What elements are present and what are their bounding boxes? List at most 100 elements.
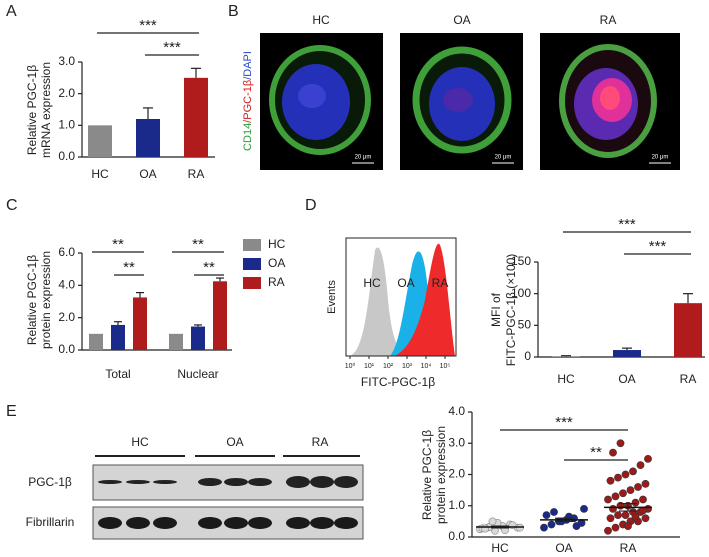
data-point — [631, 512, 640, 521]
data-point — [636, 461, 645, 470]
significance-label: ** — [112, 236, 124, 253]
band — [153, 517, 177, 529]
data-point — [611, 523, 620, 532]
significance-label: ** — [192, 236, 204, 253]
data-point — [611, 492, 620, 501]
x-tick-label: Total — [105, 367, 130, 381]
group-label: RA — [432, 276, 449, 290]
scale-bar-label: 20 μm — [495, 155, 512, 161]
bar — [184, 77, 208, 157]
significance-label: ** — [590, 444, 602, 461]
panel-label: C — [6, 197, 18, 214]
legend-swatch — [243, 277, 261, 289]
panel-label: E — [6, 403, 17, 420]
bar — [169, 333, 183, 350]
data-point — [488, 517, 497, 526]
legend-swatch — [243, 258, 261, 270]
significance-label: *** — [139, 17, 157, 34]
x-tick-label: 10³ — [402, 363, 413, 370]
legend-swatch — [243, 239, 261, 251]
band — [334, 476, 358, 488]
blot-row: Fibrillarin — [26, 515, 75, 529]
y-tick-label: 6.0 — [58, 245, 75, 259]
data-point — [624, 522, 632, 530]
x-tick-label: 10⁰ — [345, 362, 356, 370]
y-tick-label: 1.0 — [58, 118, 75, 132]
x-tick-label: 10⁴ — [421, 363, 432, 370]
x-tick-label: OA — [139, 167, 156, 181]
blot-row: PGC-1β — [28, 475, 72, 489]
x-tick-label: HC — [491, 541, 509, 555]
band — [198, 478, 222, 486]
panel-label: B — [228, 3, 239, 20]
y-tick-label: 1.0 — [448, 498, 465, 512]
y-tick-label: 2.0 — [448, 467, 465, 481]
x-tick-label: 10¹ — [364, 363, 375, 370]
band — [224, 517, 248, 529]
condition-title: RA — [600, 13, 617, 27]
data-point — [481, 524, 489, 533]
y-tick-label: 2.0 — [58, 86, 75, 100]
axis-label: FITC-PGC-1β — [361, 375, 435, 389]
data-point — [629, 467, 637, 476]
data-point — [606, 514, 615, 523]
data-point — [547, 520, 556, 529]
data-point — [639, 495, 647, 504]
data-point — [644, 454, 652, 463]
data-point — [621, 470, 630, 479]
group-label: OA — [397, 276, 414, 290]
micrograph — [540, 33, 680, 170]
bar — [552, 356, 580, 357]
data-point — [542, 511, 551, 520]
y-tick-label: 150 — [511, 254, 531, 268]
flow-histogram — [345, 237, 457, 357]
panel-label: D — [305, 197, 317, 214]
band — [98, 480, 122, 484]
condition-title: HC — [312, 13, 330, 27]
bar — [89, 333, 103, 350]
x-tick-label: OA — [618, 372, 635, 386]
stain-part: CD14 — [242, 123, 254, 151]
x-tick-label: Nuclear — [177, 367, 218, 381]
bar — [191, 326, 205, 350]
band — [198, 517, 222, 529]
significance-label: *** — [163, 39, 181, 56]
bar — [133, 297, 147, 350]
y-tick-label: 4.0 — [58, 278, 75, 292]
data-point — [614, 473, 622, 482]
significance-label: *** — [649, 238, 667, 255]
data-point — [609, 504, 617, 513]
panel-label: A — [6, 3, 17, 20]
stain-part: /DAPI — [242, 51, 254, 80]
group-label: HC — [363, 276, 381, 290]
data-point — [604, 495, 612, 504]
y-tick-label: 0 — [524, 349, 531, 363]
stain-part: /PGC-1β — [242, 80, 254, 123]
legend-label: OA — [268, 256, 285, 270]
y-axis-label: protein expression — [434, 426, 448, 524]
bar — [613, 350, 641, 357]
scale-bars: 20 μm 20 μm 20 μm — [352, 155, 671, 164]
band — [310, 476, 334, 488]
y-axis-label: mRNA expression — [39, 62, 53, 158]
data-point — [614, 511, 622, 520]
bar — [213, 281, 227, 350]
band — [248, 478, 272, 486]
x-tick-label: 10² — [383, 363, 394, 370]
y-tick-label: 3.0 — [448, 435, 465, 449]
band — [224, 478, 248, 486]
data-point — [606, 476, 615, 485]
y-tick-label: 0.0 — [58, 342, 75, 356]
legend-label: RA — [268, 275, 285, 289]
x-tick-label: OA — [555, 541, 572, 555]
band — [310, 517, 334, 529]
y-axis-label: protein expression — [39, 251, 53, 349]
data-point — [634, 483, 642, 491]
condition-title: OA — [453, 13, 470, 27]
blot-group: HC — [131, 435, 149, 449]
band — [286, 476, 310, 488]
band — [248, 517, 272, 529]
data-point — [641, 514, 650, 523]
significance-label: ** — [203, 259, 215, 276]
